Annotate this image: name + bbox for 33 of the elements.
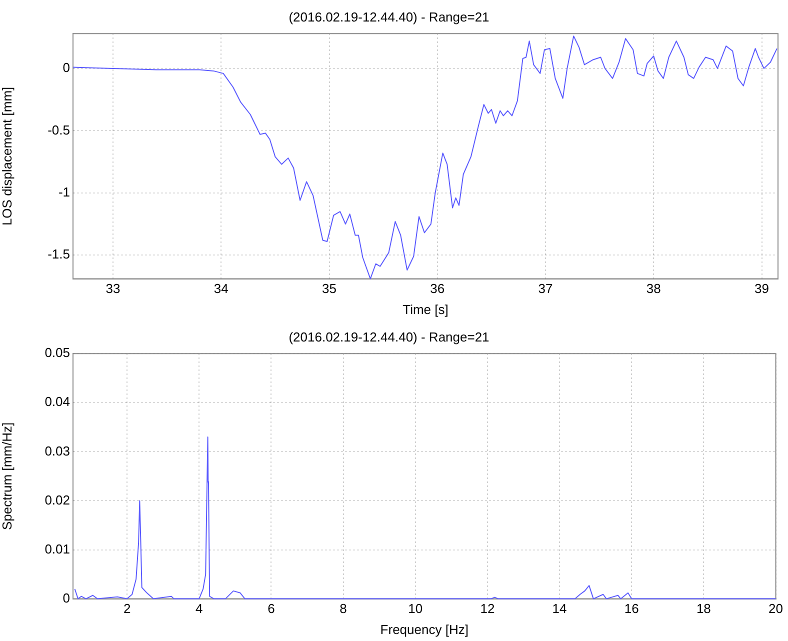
- x-tick-label: 14: [552, 601, 567, 616]
- chart-title: (2016.02.19-12.44.40) - Range=21: [288, 9, 490, 24]
- y-tick-label: 0.01: [44, 541, 70, 556]
- x-tick-label: 4: [196, 601, 203, 616]
- y-axis-title: LOS displacement [mm]: [0, 86, 14, 226]
- x-tick-label: 2: [123, 601, 131, 616]
- x-tick-label: 37: [538, 281, 553, 296]
- y-tick-label: -0.5: [48, 122, 70, 138]
- x-tick-label: 18: [696, 601, 711, 616]
- x-tick-label: 35: [322, 281, 336, 296]
- x-tick-label: 6: [268, 601, 275, 616]
- x-tick-label: 38: [646, 281, 661, 296]
- y-axis-title: Spectrum [mm/Hz]: [0, 422, 14, 530]
- y-tick-label: 0: [62, 590, 70, 606]
- y-tick-label: 0.03: [44, 443, 70, 458]
- x-tick-label: 33: [106, 281, 120, 296]
- x-axis-title: Time [s]: [402, 302, 448, 317]
- x-tick-label: 8: [340, 601, 347, 616]
- y-tick-label: 0.05: [44, 345, 70, 360]
- x-tick-label: 20: [768, 601, 784, 616]
- x-tick-label: 16: [624, 601, 639, 616]
- y-tick-label: 0.04: [44, 394, 70, 410]
- y-tick-label: -1: [58, 184, 70, 200]
- y-tick-label: 0.02: [44, 492, 70, 508]
- x-tick-label: 10: [408, 601, 423, 616]
- x-tick-label: 36: [430, 281, 445, 296]
- chart-title: (2016.02.19-12.44.40) - Range=21: [288, 329, 490, 344]
- x-tick-label: 12: [480, 601, 495, 616]
- x-tick-label: 34: [214, 281, 228, 296]
- x-axis-title: Frequency [Hz]: [380, 622, 468, 637]
- x-tick-label: 39: [754, 281, 770, 296]
- y-tick-label: -1.5: [48, 246, 70, 262]
- y-tick-label: 0: [62, 60, 70, 76]
